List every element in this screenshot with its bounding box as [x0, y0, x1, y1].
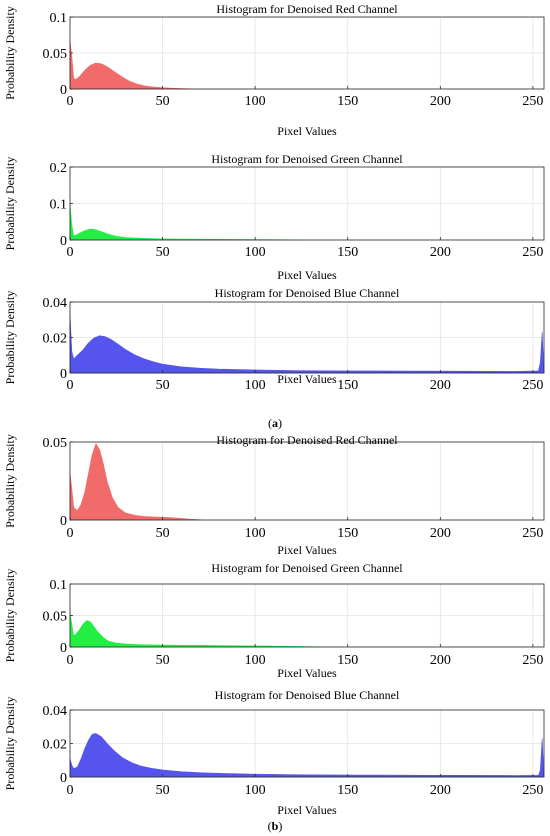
- panel-b-label: b: [271, 819, 279, 833]
- x-tick-label: 0: [67, 245, 74, 260]
- x-tick-label: 100: [245, 378, 266, 393]
- x-axis-label: Pixel Values: [277, 543, 337, 557]
- x-tick-label: 250: [522, 94, 543, 109]
- x-tick-label: 250: [522, 378, 543, 393]
- y-tick-label: 0.1: [50, 578, 68, 593]
- x-axis-label: Pixel Values: [277, 124, 337, 138]
- y-tick-label: 0: [60, 83, 67, 98]
- histogram-panel-b-2: 0 50 100 150 200 250 0 0.05 0.1 Histogram for Den…: [3, 561, 545, 680]
- histogram-area: [69, 203, 302, 241]
- x-tick-label: 200: [430, 653, 451, 668]
- y-tick-label: 0.05: [43, 436, 68, 451]
- x-axis-label: Pixel Values: [277, 268, 337, 282]
- x-tick-label: 50: [156, 94, 170, 109]
- y-tick-label: 0.02: [43, 332, 68, 347]
- chart-title: Histogram for Denoised Blue Channel: [215, 688, 400, 702]
- chart-title: Histogram for Denoised Red Channel: [216, 2, 398, 16]
- x-axis-label: Pixel Values: [277, 803, 337, 817]
- y-tick-label: 0: [60, 514, 67, 529]
- x-tick-label: 150: [337, 94, 358, 109]
- y-tick-label: 0: [60, 641, 67, 656]
- histogram-panel-a-2: 0 50 100 150 200 250 0 0.1 0.2 Histogram for Deno…: [3, 152, 545, 282]
- y-axis-label: Probability Density: [3, 434, 17, 528]
- x-tick-label: 50: [156, 245, 170, 260]
- y-tick-label: 0: [60, 367, 67, 382]
- x-tick-label: 150: [337, 653, 358, 668]
- histogram-panel-b-3: 0 50 100 150 200 250 0 0.02 0.04 Histogram for De…: [3, 688, 545, 817]
- y-tick-label: 0: [60, 234, 67, 249]
- histogram-panel-b-1: 0 50 100 150 200 250 0 0.05 Histogram for Denois…: [3, 433, 545, 557]
- x-tick-label: 50: [156, 526, 170, 541]
- x-tick-label: 200: [430, 783, 451, 798]
- histogram-area: [69, 733, 545, 778]
- x-tick-label: 200: [430, 526, 451, 541]
- x-tick-label: 250: [522, 526, 543, 541]
- chart-title: Histogram for Denoised Green Channel: [211, 561, 403, 575]
- histogram-area: [69, 443, 204, 521]
- y-tick-label: 0.04: [43, 704, 68, 719]
- y-tick-label: 0.2: [50, 161, 68, 176]
- x-axis-label: Pixel Values: [277, 666, 337, 680]
- histogram-panel-a-3: 0 50 100 150 200 250 0 0.02 0.04 Histogram for De…: [3, 286, 545, 393]
- x-tick-label: 100: [245, 526, 266, 541]
- y-axis-label: Probability Density: [3, 697, 17, 791]
- y-axis-label: Probability Density: [3, 569, 17, 663]
- x-tick-label: 0: [67, 526, 74, 541]
- x-axis-label: Pixel Values: [277, 372, 337, 386]
- y-tick-label: 0.02: [43, 738, 68, 753]
- x-tick-label: 50: [156, 783, 170, 798]
- x-tick-label: 100: [245, 245, 266, 260]
- x-tick-label: 100: [245, 653, 266, 668]
- x-tick-label: 100: [245, 94, 266, 109]
- panel-b-caption: (b): [267, 819, 283, 833]
- panel-a-label: a: [272, 416, 278, 430]
- x-tick-label: 0: [67, 94, 74, 109]
- chart-title: Histogram for Denoised Blue Channel: [215, 286, 400, 300]
- x-tick-label: 50: [156, 653, 170, 668]
- axes-box: [69, 441, 545, 521]
- histogram-area: [69, 612, 323, 648]
- x-tick-label: 250: [522, 245, 543, 260]
- panel-a-caption: (a): [268, 416, 282, 430]
- y-tick-label: 0.04: [43, 296, 68, 311]
- x-tick-label: 200: [430, 245, 451, 260]
- y-tick-label: 0.05: [43, 47, 68, 62]
- x-tick-label: 0: [67, 783, 74, 798]
- y-tick-label: 0.05: [43, 610, 68, 625]
- y-tick-label: 0: [60, 771, 67, 786]
- x-tick-label: 0: [67, 653, 74, 668]
- x-tick-label: 200: [430, 94, 451, 109]
- chart-title: Histogram for Denoised Green Channel: [211, 152, 403, 166]
- x-tick-label: 100: [245, 783, 266, 798]
- histogram-panel-a-1: 0 50 100 150 200 250 0 0.05 0.1 Histogram for Den…: [3, 2, 545, 138]
- y-tick-label: 0.1: [50, 198, 68, 213]
- histogram-area: [69, 314, 545, 374]
- x-tick-label: 150: [337, 245, 358, 260]
- x-tick-label: 150: [337, 526, 358, 541]
- y-axis-label: Probability Density: [3, 157, 17, 251]
- y-tick-label: 0.1: [50, 11, 68, 26]
- histogram-area: [69, 39, 193, 90]
- x-tick-label: 50: [156, 378, 170, 393]
- x-tick-label: 0: [67, 378, 74, 393]
- x-tick-label: 250: [522, 653, 543, 668]
- x-tick-label: 150: [337, 378, 358, 393]
- chart-title: Histogram for Denoised Red Channel: [216, 433, 398, 447]
- x-tick-label: 200: [430, 378, 451, 393]
- y-axis-label: Probability Density: [3, 291, 17, 385]
- x-tick-label: 250: [522, 783, 543, 798]
- y-axis-label: Probability Density: [3, 6, 17, 100]
- plot-area: [70, 442, 544, 520]
- x-tick-label: 150: [337, 783, 358, 798]
